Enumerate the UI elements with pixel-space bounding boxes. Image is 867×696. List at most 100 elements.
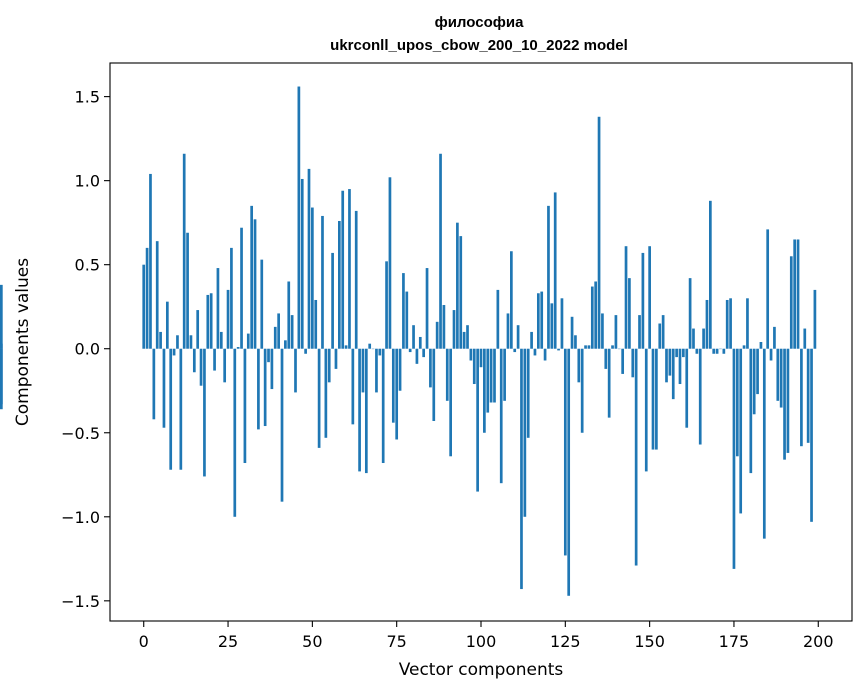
bar-61 — [348, 189, 351, 349]
bar-189 — [779, 348, 783, 408]
bar-160 — [682, 348, 685, 358]
bar-147 — [638, 315, 641, 349]
bar-192 — [789, 256, 793, 349]
bar-76 — [398, 348, 402, 391]
bar-74 — [391, 348, 395, 423]
bar-196 — [803, 328, 807, 349]
bar-110 — [513, 348, 517, 353]
bar-186 — [769, 348, 773, 361]
bar-54 — [324, 348, 328, 438]
x-tick-label: 175 — [719, 632, 750, 651]
bar-133 — [590, 286, 594, 349]
bar-35 — [260, 259, 264, 349]
bar-36 — [263, 348, 267, 427]
bar-163 — [692, 328, 695, 349]
bar-38 — [270, 348, 274, 390]
bar-155 — [665, 348, 668, 383]
bar-56 — [331, 252, 334, 349]
x-tick-label: 125 — [550, 632, 581, 651]
bar-159 — [678, 348, 682, 385]
bar-85 — [429, 348, 432, 388]
bar-97 — [469, 348, 473, 361]
bar-45 — [294, 348, 297, 393]
bar-151 — [651, 348, 655, 450]
bar-138 — [607, 348, 611, 418]
bar-3 — [152, 348, 156, 420]
bar-43 — [287, 281, 291, 349]
y-tick-label: 1.0 — [75, 172, 100, 191]
y-tick-label: 1.5 — [75, 88, 100, 107]
bar-52 — [317, 348, 321, 448]
bar-149 — [644, 348, 648, 472]
bar-99 — [476, 348, 479, 492]
bar-24 — [223, 348, 227, 383]
bar-199 — [813, 289, 817, 349]
bar-73 — [388, 177, 392, 349]
bar-100 — [479, 348, 483, 368]
bar-177 — [739, 348, 743, 514]
x-tick-label: 200 — [803, 632, 834, 651]
bar-116 — [533, 348, 537, 356]
bar-103 — [489, 348, 493, 403]
bar-49 — [307, 168, 311, 349]
bar-125 — [563, 348, 567, 556]
bar-89 — [442, 305, 446, 349]
bar-1 — [145, 247, 149, 349]
bar-181 — [752, 348, 756, 415]
bar-14 — [189, 335, 193, 349]
bar-102 — [486, 348, 490, 413]
bar-70 — [378, 348, 382, 356]
bar-175 — [732, 348, 736, 569]
x-tick-label: 100 — [466, 632, 497, 651]
chart-title-line-1: философиа — [435, 14, 524, 31]
bar-142 — [621, 348, 625, 374]
y-axis-label: Components values — [13, 258, 33, 426]
bar-114 — [526, 348, 530, 438]
bar-39 — [273, 326, 277, 349]
bar-130 — [580, 348, 584, 433]
bar-167 — [705, 299, 709, 349]
bar-12 — [182, 153, 186, 349]
bar-47 — [300, 178, 304, 349]
bar-168 — [709, 200, 712, 349]
bar-30 — [243, 348, 247, 464]
bar-60 — [344, 345, 348, 349]
bar-161 — [685, 348, 689, 428]
bar-95 — [462, 331, 466, 349]
bar-32 — [250, 205, 254, 349]
bar-127 — [570, 316, 574, 349]
bar-157 — [671, 348, 675, 400]
bar-165 — [698, 348, 702, 445]
bar-23 — [219, 331, 223, 349]
bar-134 — [594, 281, 598, 349]
bar-78 — [405, 291, 409, 349]
bar-158 — [675, 348, 678, 358]
bar-8 — [169, 348, 173, 470]
bar-80 — [412, 325, 415, 349]
bar-162 — [688, 278, 692, 349]
bar-190 — [783, 348, 786, 460]
bar-25 — [226, 289, 230, 349]
bar-131 — [584, 345, 587, 349]
bar-5 — [159, 331, 162, 349]
bar-28 — [236, 347, 240, 349]
chart-title-line-2: ukrconll_upos_cbow_200_10_2022 model — [330, 37, 628, 54]
bar-26 — [230, 247, 233, 349]
bar-126 — [567, 348, 571, 596]
bar-115 — [530, 331, 533, 349]
bar-59 — [341, 190, 345, 349]
bar-69 — [375, 348, 378, 393]
bar-148 — [641, 252, 645, 349]
x-tick-label: 0 — [139, 632, 149, 651]
bar-113 — [523, 348, 527, 517]
bar-72 — [385, 261, 388, 349]
bar-101 — [483, 348, 486, 433]
bar-87 — [435, 321, 439, 349]
bar-19 — [206, 294, 210, 349]
bar-169 — [712, 348, 716, 354]
bar-64 — [358, 348, 361, 472]
bar-65 — [361, 348, 365, 393]
bar-21 — [213, 348, 216, 371]
bar-71 — [381, 348, 385, 464]
